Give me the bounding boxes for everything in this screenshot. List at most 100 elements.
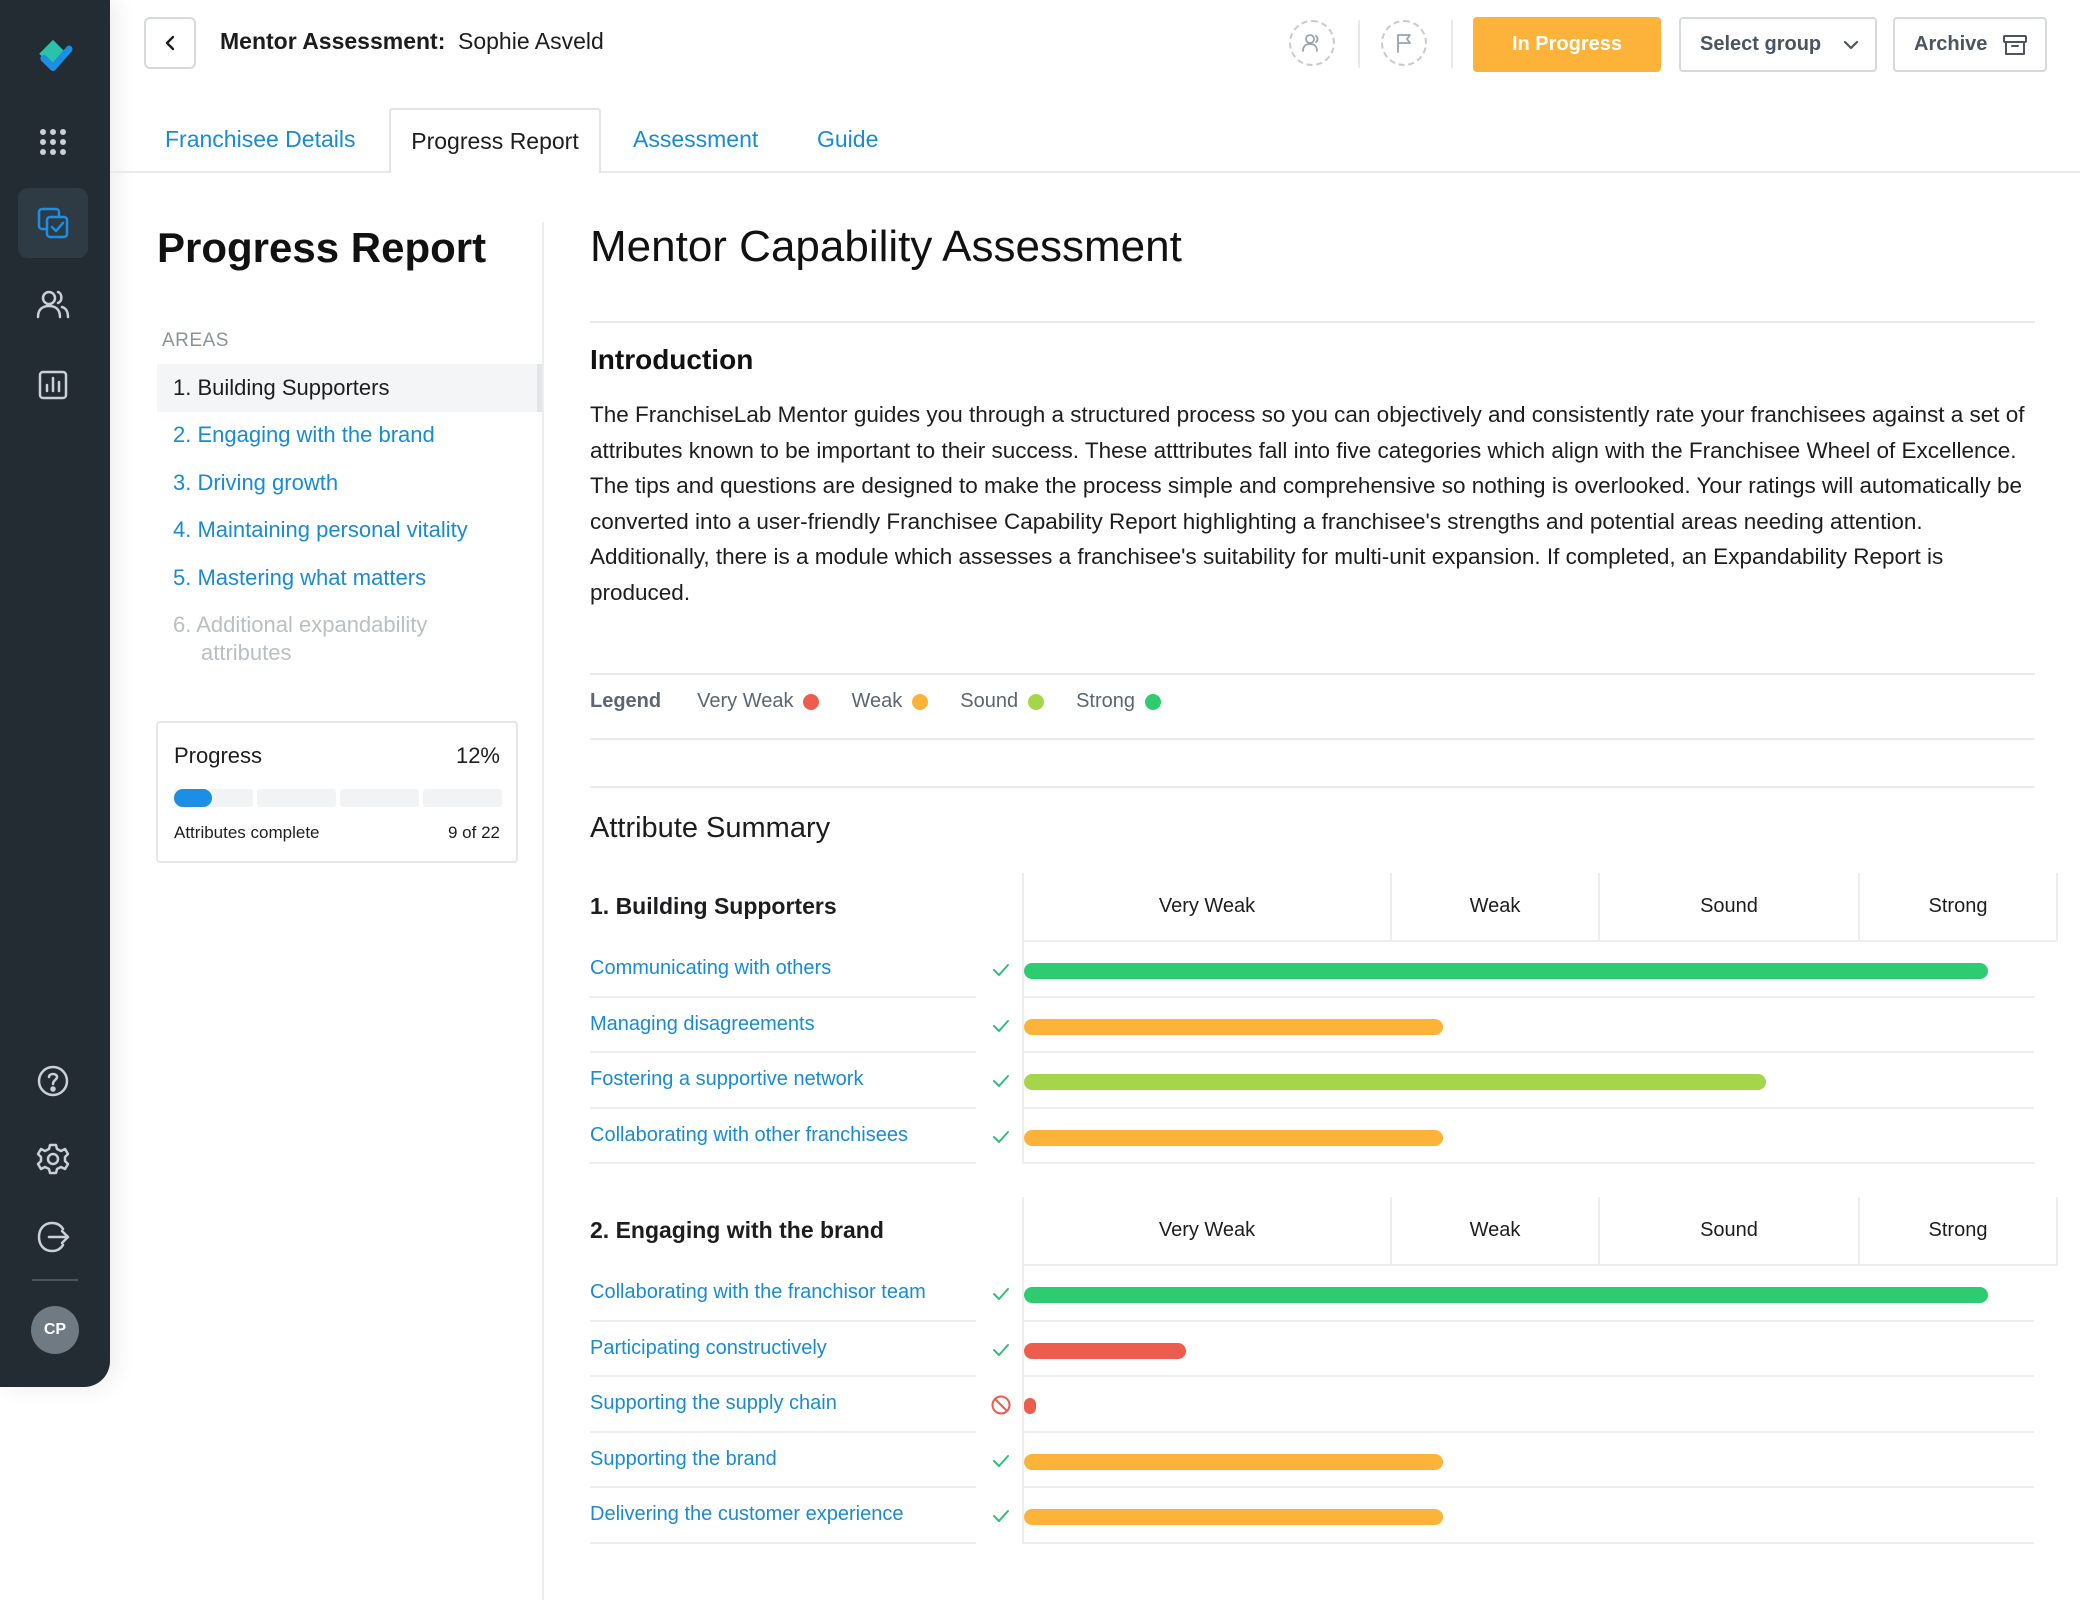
intro-title: Introduction: [590, 344, 754, 375]
tabs-underline: [110, 171, 2080, 173]
attribute-link[interactable]: Delivering the customer experience: [590, 1503, 904, 1525]
avatar[interactable]: CP: [31, 1306, 79, 1354]
select-group-label: Select group: [1700, 33, 1822, 55]
row-divider: [590, 1541, 976, 1544]
user-icon: [1302, 34, 1319, 52]
check-icon: [993, 1510, 1009, 1522]
blocked-icon: [991, 1395, 1011, 1415]
progress-segment: [174, 789, 253, 807]
progress-fill: [174, 789, 212, 807]
check-icon: [993, 1343, 1009, 1356]
legend-label: Strong: [1076, 690, 1136, 712]
rating-bar: [1024, 1509, 1443, 1525]
divider: [590, 786, 2035, 788]
column-header: Weak: [1390, 873, 1598, 942]
row-divider: [1022, 1053, 1024, 1109]
tab-franchisee-details[interactable]: Franchisee Details: [165, 126, 356, 152]
row-divider: [1022, 1319, 2034, 1322]
section-header: 1. Building Supporters Very Weak Weak Sound…: [590, 873, 2080, 942]
legend-dot: [803, 693, 820, 710]
settings-icon[interactable]: [18, 1124, 88, 1194]
column-header: Very Weak: [1022, 1197, 1390, 1266]
attribute-row: Supporting the brand: [590, 1432, 2080, 1488]
rating-bar: [1024, 1398, 1036, 1414]
rating-bar: [1024, 1342, 1186, 1359]
row-divider: [1022, 942, 1024, 998]
legend-title: Legend: [590, 690, 662, 712]
attribute-row: Managing disagreements: [590, 997, 2080, 1053]
attribute-link[interactable]: Collaborating with the franchisor team: [590, 1281, 926, 1303]
row-divider: [1022, 1051, 2034, 1053]
column-header: Weak: [1390, 1197, 1598, 1266]
users-icon[interactable]: [18, 269, 88, 339]
area-item-driving-growth[interactable]: 3. Driving growth: [173, 470, 339, 495]
row-divider: [1022, 995, 2034, 998]
row-divider: [1022, 1486, 2034, 1488]
rating-bar: [1024, 1074, 1766, 1090]
assign-user-button[interactable]: [1289, 20, 1335, 66]
attribute-row: Communicating with others: [590, 942, 2080, 998]
check-icon: [993, 964, 1009, 976]
row-divider: [590, 1486, 976, 1488]
logo-icon[interactable]: [18, 21, 88, 91]
tab-guide[interactable]: Guide: [817, 126, 879, 152]
divider: [590, 673, 2035, 675]
attribute-link[interactable]: Supporting the brand: [590, 1447, 777, 1470]
back-button[interactable]: [144, 17, 196, 69]
page-title: Mentor Assessment:: [220, 28, 446, 54]
flag-button[interactable]: [1381, 20, 1427, 66]
reports-icon[interactable]: [18, 350, 88, 420]
area-item-mastering-matters[interactable]: 5. Mastering what matters: [173, 565, 427, 590]
area-item-expandability: 6. Additional expandability attributes: [157, 611, 542, 667]
select-group-dropdown[interactable]: Select group: [1679, 17, 1877, 72]
area-item-engaging-brand[interactable]: 2. Engaging with the brand: [173, 422, 435, 447]
legend-item-sound: Sound: [960, 690, 1045, 713]
attribute-row: Collaborating with the franchisor team: [590, 1266, 2080, 1322]
attribute-link[interactable]: Fostering a supportive network: [590, 1068, 864, 1090]
archive-button[interactable]: Archive: [1893, 17, 2047, 72]
franchisee-name: Sophie Asveld: [458, 28, 604, 54]
assessments-icon[interactable]: [18, 188, 88, 258]
area-item-personal-vitality[interactable]: 4. Maintaining personal vitality: [173, 517, 468, 542]
progress-segment: [257, 789, 336, 807]
attribute-link[interactable]: Managing disagreements: [590, 1012, 815, 1035]
row-divider: [1022, 1541, 2034, 1544]
status-button[interactable]: In Progress: [1473, 17, 1661, 72]
attribute-row: Fostering a supportive network: [590, 1053, 2080, 1109]
help-icon[interactable]: [18, 1046, 88, 1116]
progress-label: Progress: [174, 743, 263, 768]
attribute-link[interactable]: Communicating with others: [590, 957, 832, 979]
apps-grid-icon[interactable]: [18, 107, 88, 177]
attributes-complete-count: 9 of 22: [448, 823, 500, 842]
row-divider: [590, 995, 976, 998]
attributes-complete-label: Attributes complete: [174, 823, 320, 842]
attribute-link[interactable]: Supporting the supply chain: [590, 1392, 837, 1414]
attribute-row: Collaborating with other franchisees: [590, 1108, 2080, 1164]
tab-assessment[interactable]: Assessment: [633, 126, 759, 152]
legend-dot: [1028, 693, 1045, 710]
progress-segment: [423, 789, 502, 807]
legend-dot: [1145, 693, 1162, 710]
check-icon: [993, 1075, 1009, 1087]
progress-percent: 12%: [455, 743, 500, 768]
row-divider: [1022, 1106, 2034, 1109]
row-divider: [1022, 1162, 2034, 1164]
progress-card: Progress 12% Attributes complete 9 of 22: [156, 721, 518, 863]
logout-icon[interactable]: [18, 1202, 88, 1272]
legend-item-weak: Weak: [851, 690, 929, 713]
chevron-down-icon: [1844, 40, 1859, 49]
attribute-link[interactable]: Participating constructively: [590, 1336, 827, 1359]
tab-progress-report[interactable]: Progress Report: [389, 108, 601, 173]
column-header: Strong: [1858, 1197, 2058, 1266]
section-header: 2. Engaging with the brand Very Weak Weak S…: [590, 1197, 2080, 1266]
check-icon: [993, 1454, 1009, 1467]
row-divider: [590, 1430, 976, 1433]
chevron-left-icon: [165, 35, 175, 51]
legend-label: Weak: [851, 690, 903, 712]
legend-label: Very Weak: [697, 690, 794, 712]
area-item-building-supporters[interactable]: 1. Building Supporters: [157, 364, 542, 412]
attribute-row: Supporting the supply chain: [590, 1377, 2080, 1433]
attribute-link[interactable]: Collaborating with other franchisees: [590, 1123, 908, 1146]
rating-bar: [1024, 1287, 1988, 1303]
column-header: Very Weak: [1022, 873, 1390, 942]
